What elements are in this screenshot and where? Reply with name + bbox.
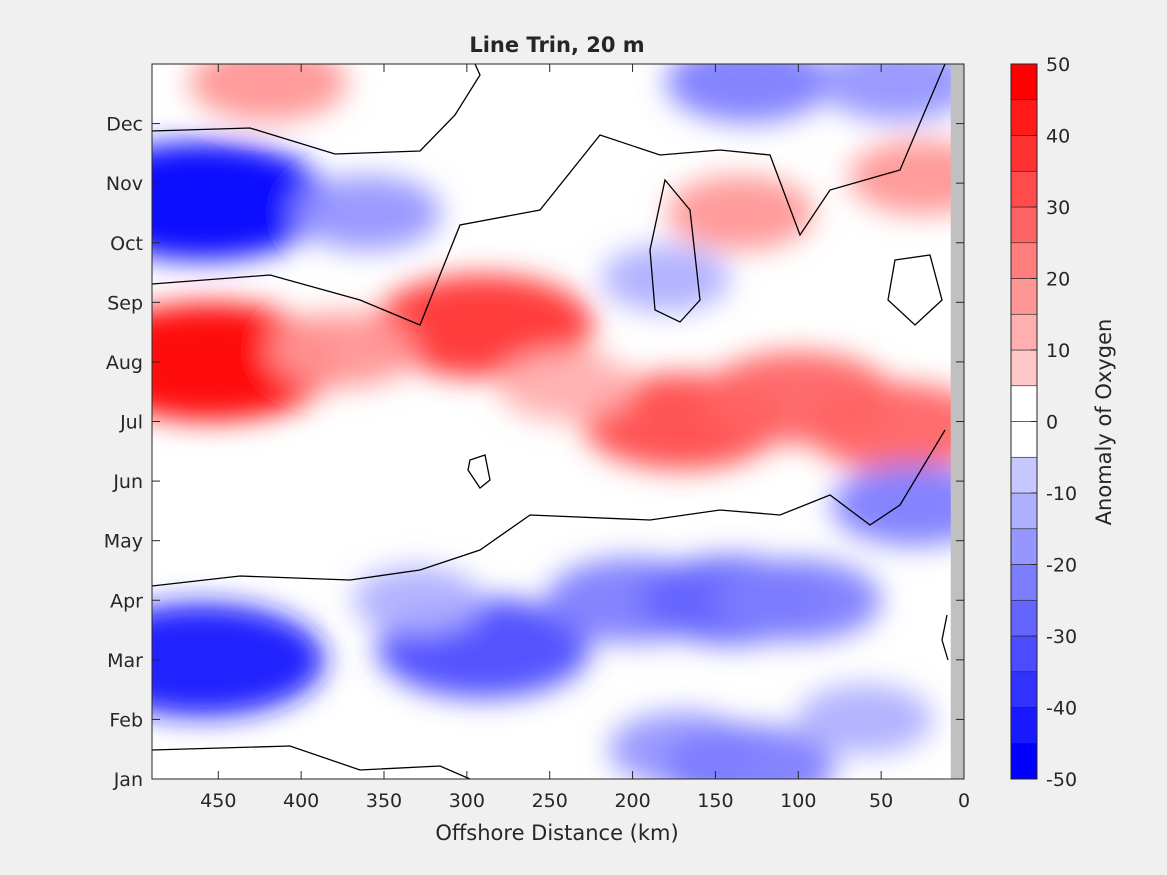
colorbar-tick-label: 10 (1046, 340, 1070, 362)
x-tick-label: 200 (614, 790, 650, 812)
colorbar-segment (1010, 564, 1038, 601)
x-tick-label: 150 (697, 790, 733, 812)
zero-contour-upper (152, 64, 481, 155)
anomaly-feature (373, 274, 594, 379)
y-tick-label: May (104, 531, 143, 553)
plot-area: 450 400 350 300 250 200 150 100 50 0 Jan Feb Mar Apr… (104, 63, 970, 812)
y-tick-label: Apr (110, 590, 143, 612)
colorbar-segment (1010, 599, 1038, 637)
colorbar-segment (1010, 421, 1038, 458)
anomaly-feature (818, 64, 964, 122)
colorbar-segment (1010, 671, 1038, 708)
anomaly-feature (662, 724, 836, 779)
y-tick-label: Jul (119, 412, 143, 434)
colorbar-label: Anomaly of Oxygen (1092, 319, 1116, 526)
zero-contour-loop-1 (649, 178, 701, 323)
colorbar-segment (1010, 707, 1038, 744)
x-tick-label: 50 (869, 790, 893, 812)
anomaly-feature (152, 603, 325, 717)
colorbar-segment (1010, 742, 1038, 780)
colorbar-tick-label: 20 (1046, 269, 1070, 291)
zero-contour-mid (152, 64, 946, 326)
anomaly-feature (152, 142, 331, 261)
x-tick-label: 400 (283, 790, 319, 812)
anomaly-field (152, 64, 964, 779)
colorbar-segment (1010, 313, 1038, 351)
colorbar-tick-label: -50 (1046, 769, 1077, 791)
x-tick-label: 450 (200, 790, 236, 812)
anomaly-feature (666, 175, 815, 251)
anomaly-feature (831, 463, 964, 547)
y-axis: Jan Feb Mar Apr May Jun Jul Aug Sep Oct Nov Dec (104, 114, 964, 791)
colorbar-segment (1010, 492, 1038, 530)
anomaly-feature (188, 64, 348, 122)
anomaly-feature (805, 382, 964, 473)
anomaly-feature (848, 139, 964, 215)
x-axis: 450 400 350 300 250 200 150 100 50 0 (200, 64, 970, 812)
y-tick-label: Feb (109, 709, 143, 731)
x-tick-label: 250 (532, 790, 568, 812)
y-tick-label: Nov (106, 173, 143, 195)
y-tick-label: Sep (107, 292, 143, 314)
colorbar-segment (1010, 135, 1038, 172)
colorbar: 50 40 30 20 10 0 -10 -20 -30 -40 -50 Anomaly of Ox… (1010, 54, 1116, 791)
x-tick-label: 350 (366, 790, 402, 812)
zero-contour-lower (152, 429, 946, 587)
colorbar-segment (1010, 242, 1038, 279)
y-tick-label: Aug (106, 352, 143, 374)
colorbar-segment (1010, 206, 1038, 244)
colorbar-segment (1010, 278, 1038, 315)
colorbar-segment (1010, 99, 1038, 136)
colorbar-tick-label: -20 (1046, 555, 1077, 577)
colorbar-segment (1010, 349, 1038, 387)
colorbar-tick-label: -30 (1046, 626, 1077, 648)
anomaly-feature (352, 566, 482, 635)
anomaly-feature (665, 64, 832, 123)
anomaly-feature (796, 684, 933, 755)
colorbar-tick-label: 30 (1046, 197, 1070, 219)
anomaly-feature (601, 244, 731, 313)
colorbar-segment (1010, 528, 1038, 565)
colorbar-tick-label: 0 (1046, 412, 1058, 434)
x-tick-label: 0 (958, 790, 970, 812)
y-tick-label: Dec (106, 114, 143, 136)
anomaly-feature (498, 350, 635, 422)
colorbar-segment (1010, 456, 1038, 494)
colorbar-tick-label: -10 (1046, 483, 1077, 505)
colorbar-tick-label: 40 (1046, 126, 1070, 148)
x-tick-label: 100 (780, 790, 816, 812)
colorbar-segment (1010, 385, 1038, 422)
zero-contour-loop-3 (467, 454, 491, 489)
chart-title: Line Trin, 20 m (469, 33, 644, 57)
x-axis-label: Offshore Distance (km) (435, 821, 678, 845)
y-tick-label: Mar (107, 650, 143, 672)
x-tick-label: 300 (449, 790, 485, 812)
colorbar-tick-label: 50 (1046, 54, 1070, 76)
y-tick-label: Jan (113, 769, 143, 791)
anomaly-feature (293, 175, 442, 251)
zero-contour-edge (941, 614, 949, 661)
colorbar-segment (1010, 170, 1038, 208)
colorbar-segment (1010, 635, 1038, 673)
anomaly-feature (268, 312, 417, 388)
zero-contour-loop-2 (887, 254, 943, 326)
y-tick-label: Oct (110, 233, 143, 255)
y-tick-label: Jun (112, 471, 143, 493)
colorbar-tick-label: -40 (1046, 698, 1077, 720)
zero-contours (152, 64, 949, 779)
colorbar-segment (1010, 63, 1038, 101)
zero-contour-bottom (152, 745, 471, 779)
anomaly-feature (715, 559, 882, 642)
